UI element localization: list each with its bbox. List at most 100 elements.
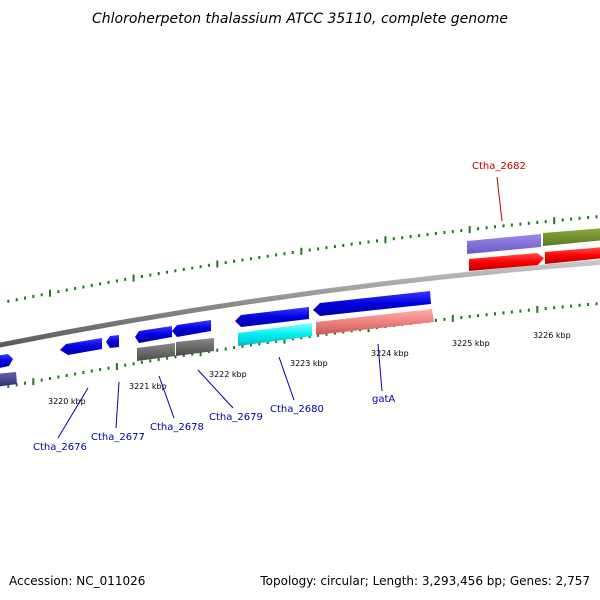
upper-minor-tick (182, 267, 185, 271)
upper-minor-tick (241, 258, 244, 262)
gene-label-ctha-2680[interactable]: Ctha_2680 (270, 404, 324, 415)
upper-minor-tick (570, 217, 573, 221)
lower-minor-tick (477, 314, 480, 318)
gene-feature-blue-edge[interactable] (0, 354, 13, 369)
upper-minor-tick (494, 225, 496, 229)
upper-major-tick (216, 260, 219, 268)
upper-minor-tick (485, 226, 488, 230)
upper-minor-tick (409, 235, 412, 239)
genome-backbone (0, 259, 600, 348)
gene-label-ctha-2682[interactable]: Ctha_2682 (472, 161, 526, 172)
upper-minor-tick (65, 288, 68, 292)
lower-minor-tick (57, 375, 60, 379)
lower-minor-tick (460, 316, 463, 319)
gene-feature-olive[interactable] (543, 228, 600, 246)
upper-minor-tick (510, 223, 513, 227)
lower-minor-tick (82, 371, 85, 374)
upper-minor-tick (275, 253, 278, 257)
gene-labels: Ctha_2676 Ctha_2677 Ctha_2678 Ctha_2679 … (33, 161, 526, 453)
gene-label-ctha-2678[interactable]: Ctha_2678 (150, 422, 204, 433)
lower-minor-tick (317, 333, 320, 337)
upper-minor-tick (561, 218, 564, 222)
upper-minor-tick (24, 296, 26, 300)
upper-minor-tick (451, 230, 454, 234)
gene-feature-gray-2[interactable] (176, 338, 214, 356)
upper-minor-tick (140, 275, 143, 278)
upper-minor-tick (233, 259, 236, 263)
gene-feature-ctha-2676[interactable] (60, 338, 102, 355)
label-leader-lines (57, 176, 503, 439)
upper-minor-tick (157, 272, 160, 276)
upper-major-tick (384, 236, 387, 244)
lower-major-tick (451, 314, 454, 322)
lower-minor-tick (333, 331, 336, 335)
gene-label-ctha-2677[interactable]: Ctha_2677 (91, 432, 145, 443)
gene-feature-ctha-2682[interactable] (467, 234, 541, 254)
gene-feature-navy-left[interactable] (0, 372, 17, 387)
lower-minor-tick (65, 374, 68, 377)
upper-minor-tick (149, 273, 152, 277)
upper-minor-tick (174, 269, 177, 273)
gene-label-ctha-2676[interactable]: Ctha_2676 (33, 442, 87, 453)
gene-feature-red-2[interactable] (545, 247, 600, 264)
gene-feature-ctha-2678[interactable] (135, 326, 172, 343)
gene-feature-ctha-2677[interactable] (106, 335, 119, 348)
lower-minor-tick (502, 311, 505, 315)
gene-feature-gray-1[interactable] (137, 343, 175, 361)
upper-minor-tick (291, 251, 294, 254)
lower-minor-tick (570, 304, 573, 308)
upper-minor-tick (376, 239, 378, 243)
lower-minor-tick (132, 362, 135, 366)
lower-minor-tick (140, 360, 143, 364)
upper-major-tick (553, 217, 556, 225)
lower-minor-tick (308, 335, 311, 339)
lower-minor-tick (510, 310, 513, 314)
lower-minor-tick (24, 381, 26, 385)
upper-minor-tick (401, 236, 404, 240)
upper-minor-tick (434, 232, 437, 235)
upper-minor-tick (124, 277, 127, 281)
lower-minor-tick (233, 346, 236, 350)
upper-major-tick (132, 274, 135, 282)
lower-minor-tick (485, 313, 488, 317)
lower-minor-tick (266, 341, 269, 345)
gene-feature-red-1[interactable] (469, 253, 544, 271)
upper-major-tick (300, 247, 303, 255)
gene-feature-ctha-2680[interactable] (235, 307, 309, 327)
gene-feature-cyan[interactable] (238, 323, 312, 346)
gene-label-ctha-2679[interactable]: Ctha_2679 (209, 412, 263, 423)
lower-minor-tick (107, 366, 110, 370)
tick-label-3220: 3220 kbp (48, 397, 86, 406)
lower-minor-tick (494, 312, 496, 316)
upper-minor-tick (166, 270, 169, 274)
lower-minor-tick (544, 307, 547, 310)
upper-major-tick (468, 226, 471, 234)
tick-label-3226: 3226 kbp (533, 331, 571, 340)
upper-minor-tick (317, 247, 320, 251)
upper-minor-tick (587, 216, 590, 219)
lower-minor-tick (587, 303, 590, 306)
gene-label-gata[interactable]: gatA (372, 394, 395, 405)
upper-minor-tick (224, 261, 227, 265)
gene-features (0, 228, 600, 387)
lower-minor-tick (149, 359, 152, 363)
gene-feature-pink[interactable] (316, 309, 434, 335)
gene-feature-ctha-2679[interactable] (172, 320, 211, 337)
upper-minor-tick (107, 280, 110, 284)
upper-minor-tick (40, 293, 43, 297)
lower-minor-tick (182, 353, 185, 357)
upper-minor-tick (502, 224, 505, 228)
accession-text: Accession: NC_011026 (9, 574, 146, 588)
lower-minor-tick (40, 378, 43, 382)
lower-minor-tick (7, 384, 10, 388)
upper-minor-tick (392, 237, 395, 241)
upper-minor-tick (418, 234, 421, 238)
upper-minor-tick (99, 282, 102, 286)
tick-label-3222: 3222 kbp (209, 370, 247, 379)
upper-minor-tick (258, 256, 261, 259)
upper-minor-tick (325, 246, 328, 250)
lower-minor-tick (99, 368, 102, 371)
lower-minor-tick (342, 330, 345, 334)
gene-feature-gata[interactable] (313, 291, 431, 316)
